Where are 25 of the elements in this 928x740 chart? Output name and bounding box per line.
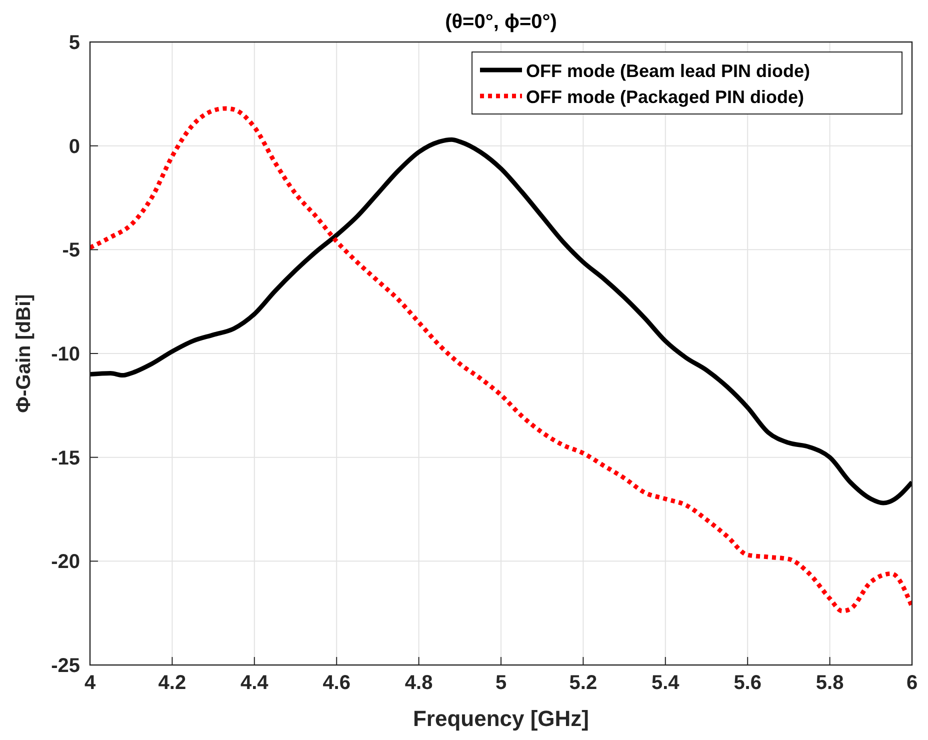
x-tick-label: 4 [84, 672, 96, 694]
y-tick-label: -20 [51, 551, 80, 574]
x-tick-label: 4.2 [158, 672, 186, 694]
x-tick-label: 6 [906, 672, 918, 694]
line-series [90, 137, 912, 506]
x-tick-label: 5.4 [651, 672, 680, 694]
y-axis-title: Φ-Gain [dBi] [13, 294, 35, 413]
x-tick-label: 4.6 [322, 672, 351, 694]
y-tick-label: -5 [62, 240, 80, 262]
y-tick-label: -25 [51, 655, 80, 677]
x-tick-label: 4.8 [404, 672, 433, 694]
x-tick-label: 5.2 [569, 672, 598, 694]
legend-label: OFF mode (Packaged PIN diode) [526, 87, 804, 107]
x-tick-label: 4.4 [240, 672, 270, 694]
y-tick-label: 5 [68, 32, 80, 54]
x-axis-title: Frequency [GHz] [412, 706, 590, 731]
x-tick-label: 5.6 [734, 672, 762, 694]
legend-label: OFF mode (Beam lead PIN diode) [526, 61, 810, 81]
y-tick-label: -10 [51, 344, 80, 366]
x-tick-label: 5.8 [816, 672, 844, 694]
chart-title: (θ=0°, ϕ=0°) [445, 11, 557, 33]
y-tick-label: 0 [68, 136, 80, 158]
x-tick-label: 5 [495, 672, 507, 694]
line-series [90, 106, 912, 614]
y-tick-label: -15 [51, 447, 80, 470]
